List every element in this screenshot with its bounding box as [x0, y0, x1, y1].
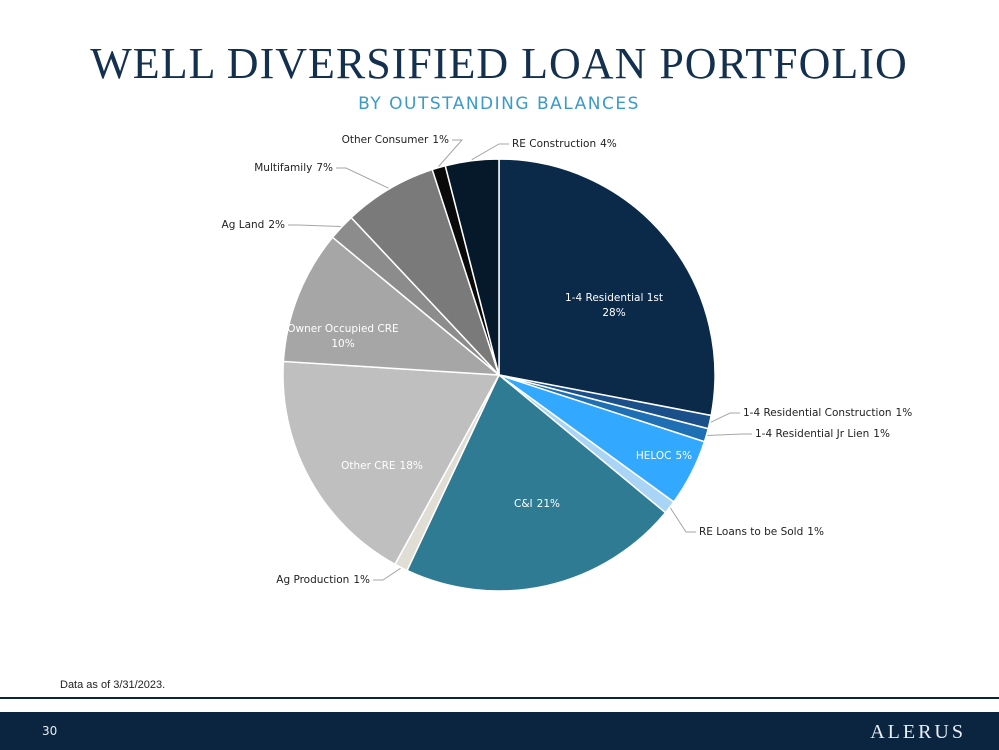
pie-slice	[406, 373, 667, 592]
leader-line	[438, 139, 464, 167]
slice-category: RE Construction	[512, 138, 596, 150]
leader-line	[471, 143, 509, 161]
slice-value: 5%	[675, 450, 692, 462]
slice-value: 7%	[316, 162, 333, 174]
slice-value: 18%	[400, 460, 423, 472]
slice-value: 1%	[353, 574, 370, 586]
footer-bar	[0, 712, 999, 750]
slice-label: 1-4 Residential Construction 1%	[743, 407, 912, 419]
slice-label: Multifamily 7%	[254, 162, 333, 174]
pie-slice	[282, 360, 501, 566]
leader-line	[670, 507, 696, 533]
slice-value: 28%	[602, 307, 625, 319]
slice-label: Ag Land 2%	[222, 219, 285, 231]
slice-category: 1-4 Residential Jr Lien	[755, 428, 869, 440]
leader-line	[373, 567, 401, 581]
pie-slice	[498, 158, 716, 417]
slice-label: RE Construction 4%	[512, 138, 617, 150]
slice-category: RE Loans to be Sold	[699, 526, 803, 538]
slice-value: 4%	[600, 138, 617, 150]
slice-value: 21%	[537, 498, 560, 510]
slide-title: WELL DIVERSIFIED LOAN PORTFOLIO	[90, 39, 907, 88]
leader-line	[710, 412, 740, 423]
footer-rule	[0, 697, 999, 699]
page-number: 30	[42, 724, 57, 738]
slice-value: 10%	[331, 338, 354, 350]
slice-category: HELOC	[636, 450, 672, 462]
slice-label: C&I 21%	[514, 498, 560, 510]
logo: ALERUS	[870, 721, 966, 743]
slice-category: C&I	[514, 498, 533, 510]
slice-category: 1-4 Residential 1st	[565, 292, 663, 304]
slice-label: RE Loans to be Sold 1%	[699, 526, 824, 538]
slice-label: Other CRE 18%	[341, 460, 423, 472]
slice-label: Ag Production 1%	[276, 574, 370, 586]
slice-category: Multifamily	[254, 162, 312, 174]
slice-category: Other Consumer	[342, 134, 429, 146]
leader-line	[707, 433, 752, 437]
slice-label: 1-4 Residential 1st 28%	[565, 292, 663, 319]
slide-subtitle: BY OUTSTANDING BALANCES	[358, 94, 640, 114]
slice-value: 2%	[268, 219, 285, 231]
footnote: Data as of 3/31/2023.	[60, 679, 165, 691]
leader-line	[336, 167, 389, 189]
pie-chart: 1-4 Residential 1st 28% 1-4 Residential Co…	[222, 134, 912, 592]
slice-category: Ag Land	[222, 219, 265, 231]
slice-label: Owner Occupied CRE 10%	[287, 323, 398, 350]
slice-value: 1%	[896, 407, 913, 419]
slice-category: Other CRE	[341, 460, 395, 472]
slice-category: Owner Occupied CRE	[287, 323, 398, 335]
pie-slice	[282, 236, 502, 376]
slice-category: 1-4 Residential Construction	[743, 407, 892, 419]
slice-value: 1%	[873, 428, 890, 440]
slice-value: 1%	[807, 526, 824, 538]
slice-label: HELOC 5%	[636, 450, 692, 462]
pie-slice	[444, 158, 500, 376]
slice-label: Other Consumer 1%	[342, 134, 449, 146]
slice-label: 1-4 Residential Jr Lien 1%	[755, 428, 890, 440]
slice-value: 1%	[432, 134, 449, 146]
leader-line	[288, 224, 341, 227]
slice-category: Ag Production	[276, 574, 349, 586]
